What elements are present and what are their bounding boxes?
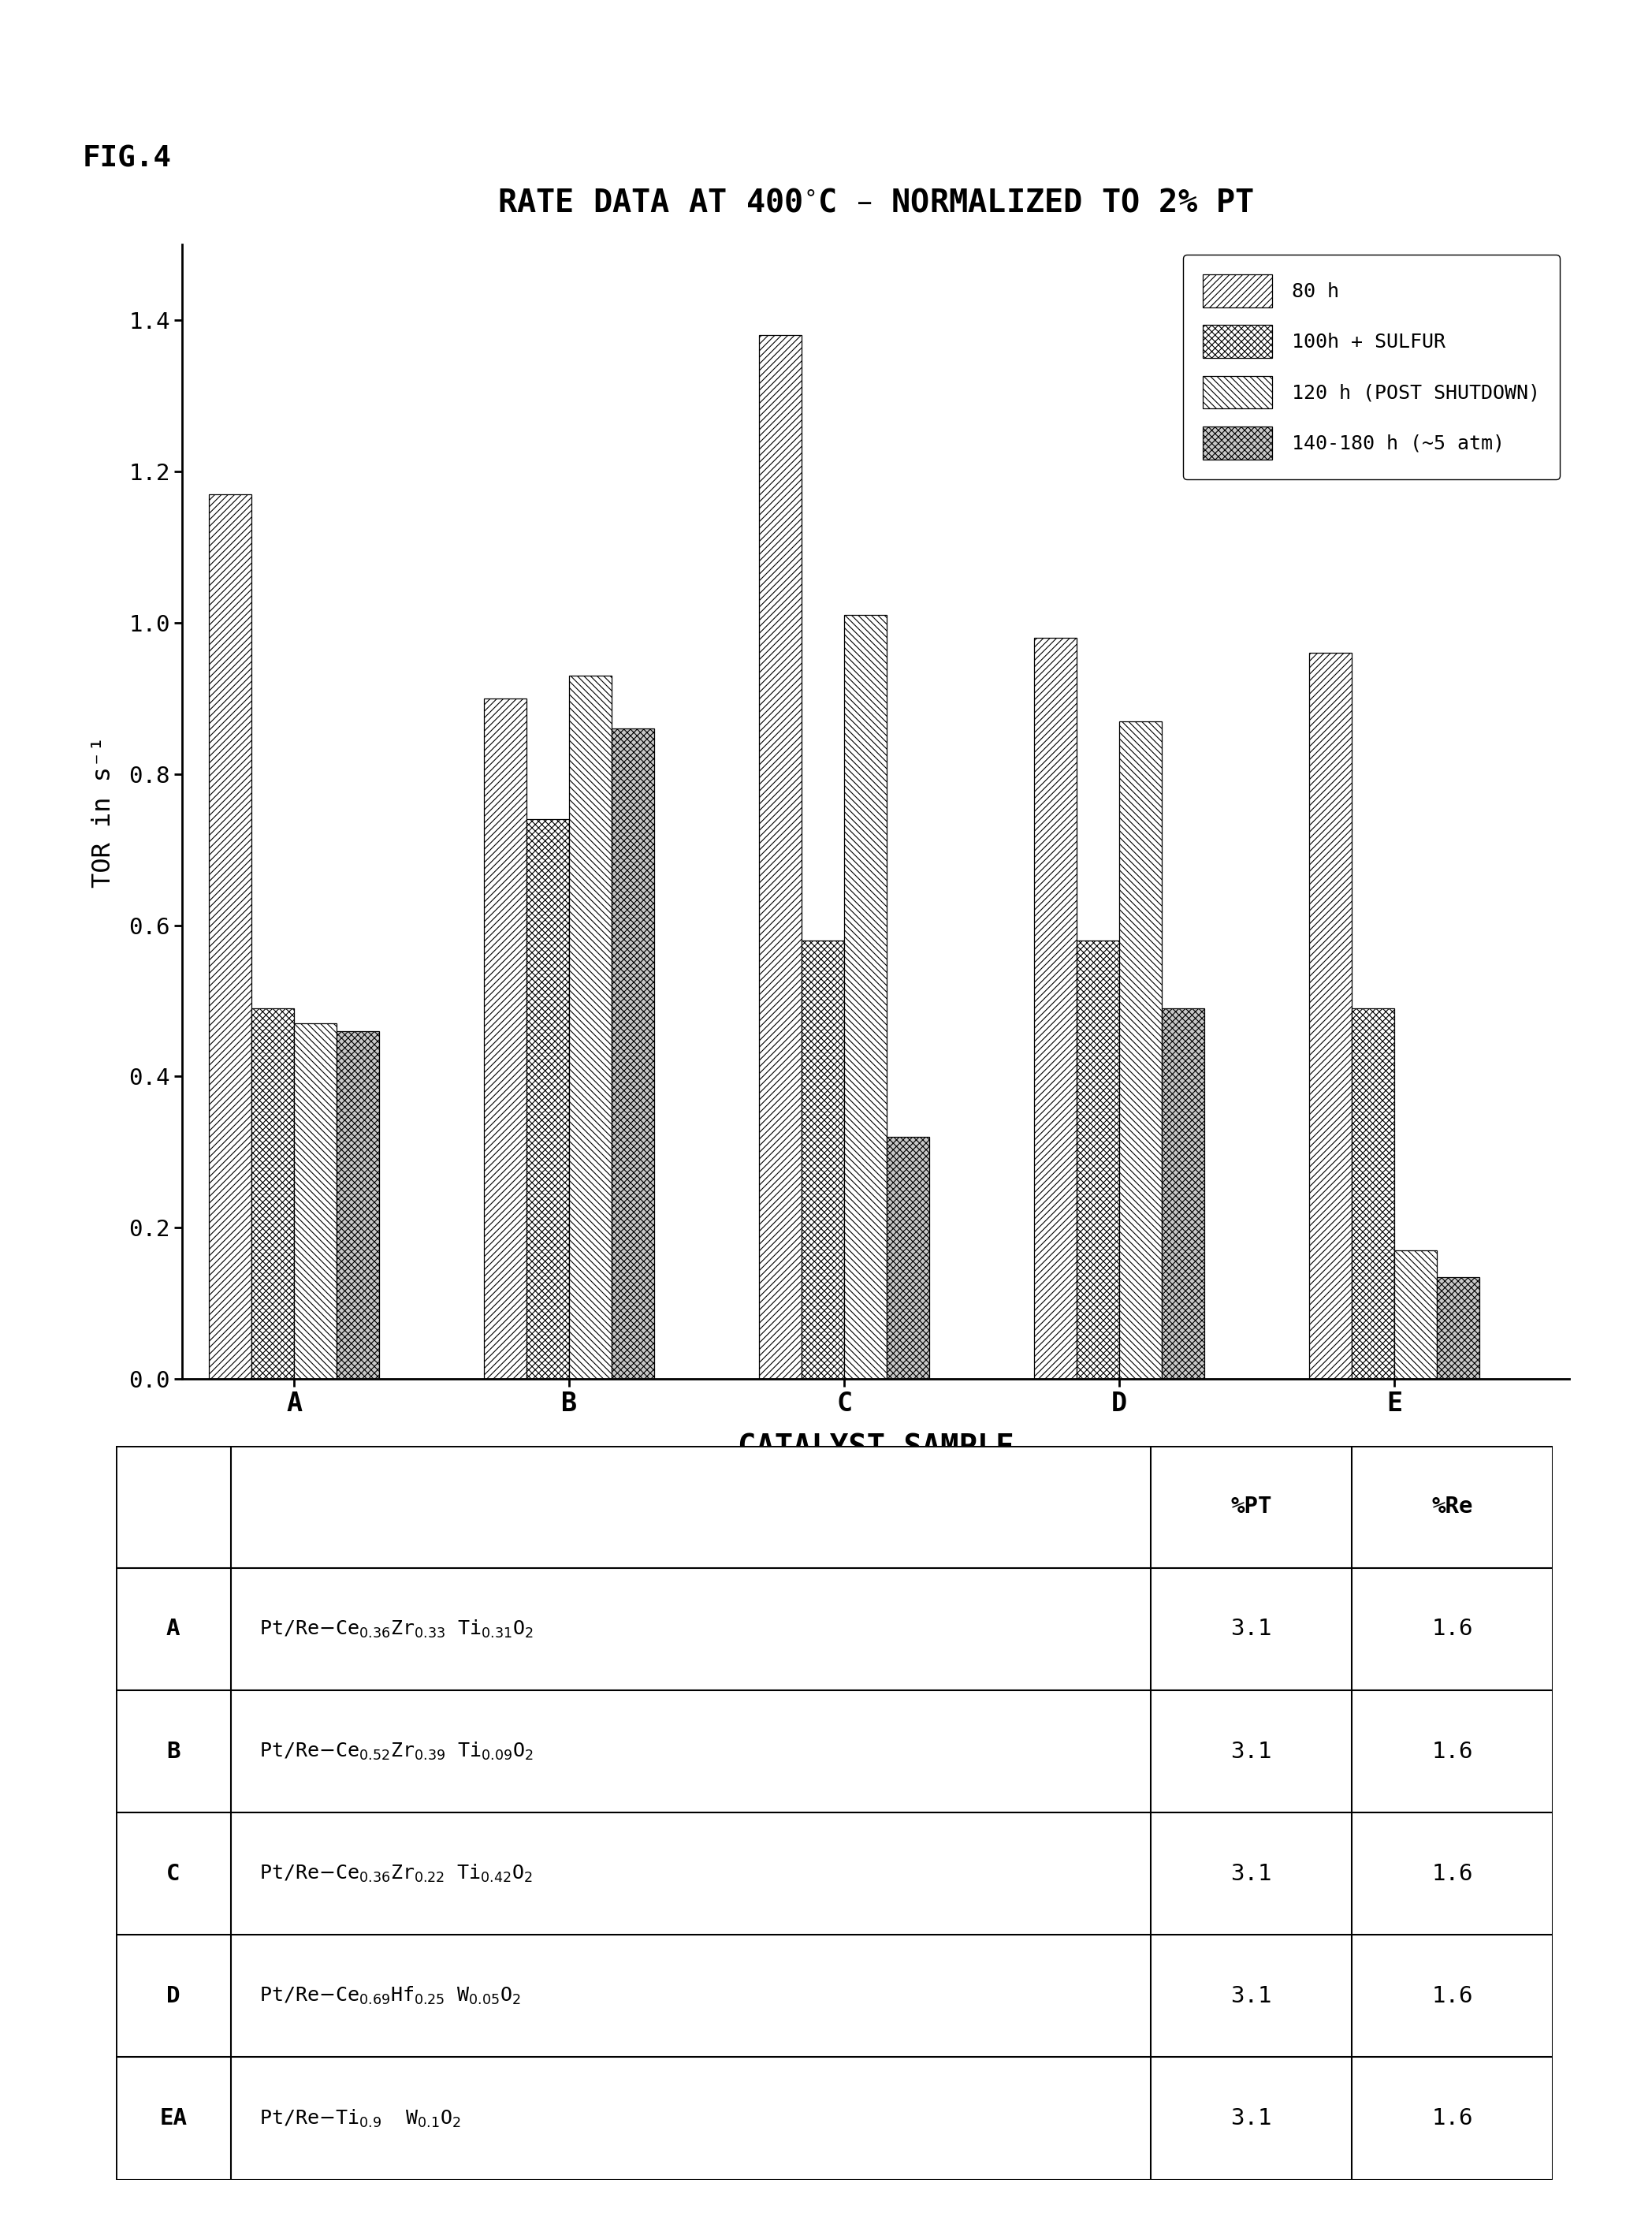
Text: 3.1: 3.1 <box>1231 2108 1272 2128</box>
Bar <box>1077 941 1120 1379</box>
Bar <box>1394 1250 1437 1379</box>
Bar <box>1161 1007 1204 1379</box>
Bar <box>484 698 527 1379</box>
Text: C: C <box>167 1864 180 1884</box>
Text: %PT: %PT <box>1231 1497 1272 1517</box>
Bar <box>1351 1007 1394 1379</box>
Bar <box>1437 1277 1480 1379</box>
Text: A: A <box>167 1619 180 1639</box>
Text: Pt/Re$-$Ce$_{0.36}$Zr$_{0.22}$ Ti$_{0.42}$O$_2$: Pt/Re$-$Ce$_{0.36}$Zr$_{0.22}$ Ti$_{0.42… <box>259 1864 534 1884</box>
Bar <box>1120 721 1161 1379</box>
Text: 3.1: 3.1 <box>1231 1741 1272 1761</box>
Text: %Re: %Re <box>1432 1497 1474 1517</box>
Text: 3.1: 3.1 <box>1231 1986 1272 2006</box>
Text: FIG.4: FIG.4 <box>83 145 172 173</box>
Bar <box>887 1136 930 1379</box>
Bar <box>337 1032 380 1379</box>
Text: 1.6: 1.6 <box>1432 1986 1474 2006</box>
Text: 3.1: 3.1 <box>1231 1864 1272 1884</box>
Bar <box>527 818 570 1379</box>
Y-axis label: TOR in s⁻¹: TOR in s⁻¹ <box>91 736 116 887</box>
Text: EA: EA <box>159 2108 187 2128</box>
Bar <box>844 616 887 1379</box>
Bar <box>570 676 611 1379</box>
Bar <box>251 1007 294 1379</box>
Text: Pt/Re$-$Ce$_{0.36}$Zr$_{0.33}$ Ti$_{0.31}$O$_2$: Pt/Re$-$Ce$_{0.36}$Zr$_{0.33}$ Ti$_{0.31… <box>259 1619 534 1639</box>
Bar <box>1034 638 1077 1379</box>
Title: RATE DATA AT 400$^{\circ}$C – NORMALIZED TO 2% PT: RATE DATA AT 400$^{\circ}$C – NORMALIZED… <box>497 187 1254 218</box>
Text: 1.6: 1.6 <box>1432 1619 1474 1639</box>
Bar <box>294 1023 337 1379</box>
Text: 1.6: 1.6 <box>1432 1864 1474 1884</box>
Bar <box>760 336 801 1379</box>
X-axis label: CATALYST SAMPLE: CATALYST SAMPLE <box>737 1432 1014 1463</box>
Bar <box>611 729 654 1379</box>
Bar <box>801 941 844 1379</box>
Text: 3.1: 3.1 <box>1231 1619 1272 1639</box>
Text: B: B <box>167 1741 180 1761</box>
Text: Pt/Re$-$Ti$_{0.9}$  W$_{0.1}$O$_2$: Pt/Re$-$Ti$_{0.9}$ W$_{0.1}$O$_2$ <box>259 2108 461 2128</box>
Text: 1.6: 1.6 <box>1432 2108 1474 2128</box>
Text: D: D <box>167 1986 180 2006</box>
Bar <box>1310 654 1351 1379</box>
Text: Pt/Re$-$Ce$_{0.69}$Hf$_{0.25}$ W$_{0.05}$O$_2$: Pt/Re$-$Ce$_{0.69}$Hf$_{0.25}$ W$_{0.05}… <box>259 1986 520 2006</box>
Text: Pt/Re$-$Ce$_{0.52}$Zr$_{0.39}$ Ti$_{0.09}$O$_2$: Pt/Re$-$Ce$_{0.52}$Zr$_{0.39}$ Ti$_{0.09… <box>259 1741 534 1761</box>
Bar <box>210 494 251 1379</box>
Legend: 80 h, 100h + SULFUR, 120 h (POST SHUTDOWN), 140-180 h (~5 atm): 80 h, 100h + SULFUR, 120 h (POST SHUTDOW… <box>1183 254 1559 478</box>
Text: 1.6: 1.6 <box>1432 1741 1474 1761</box>
